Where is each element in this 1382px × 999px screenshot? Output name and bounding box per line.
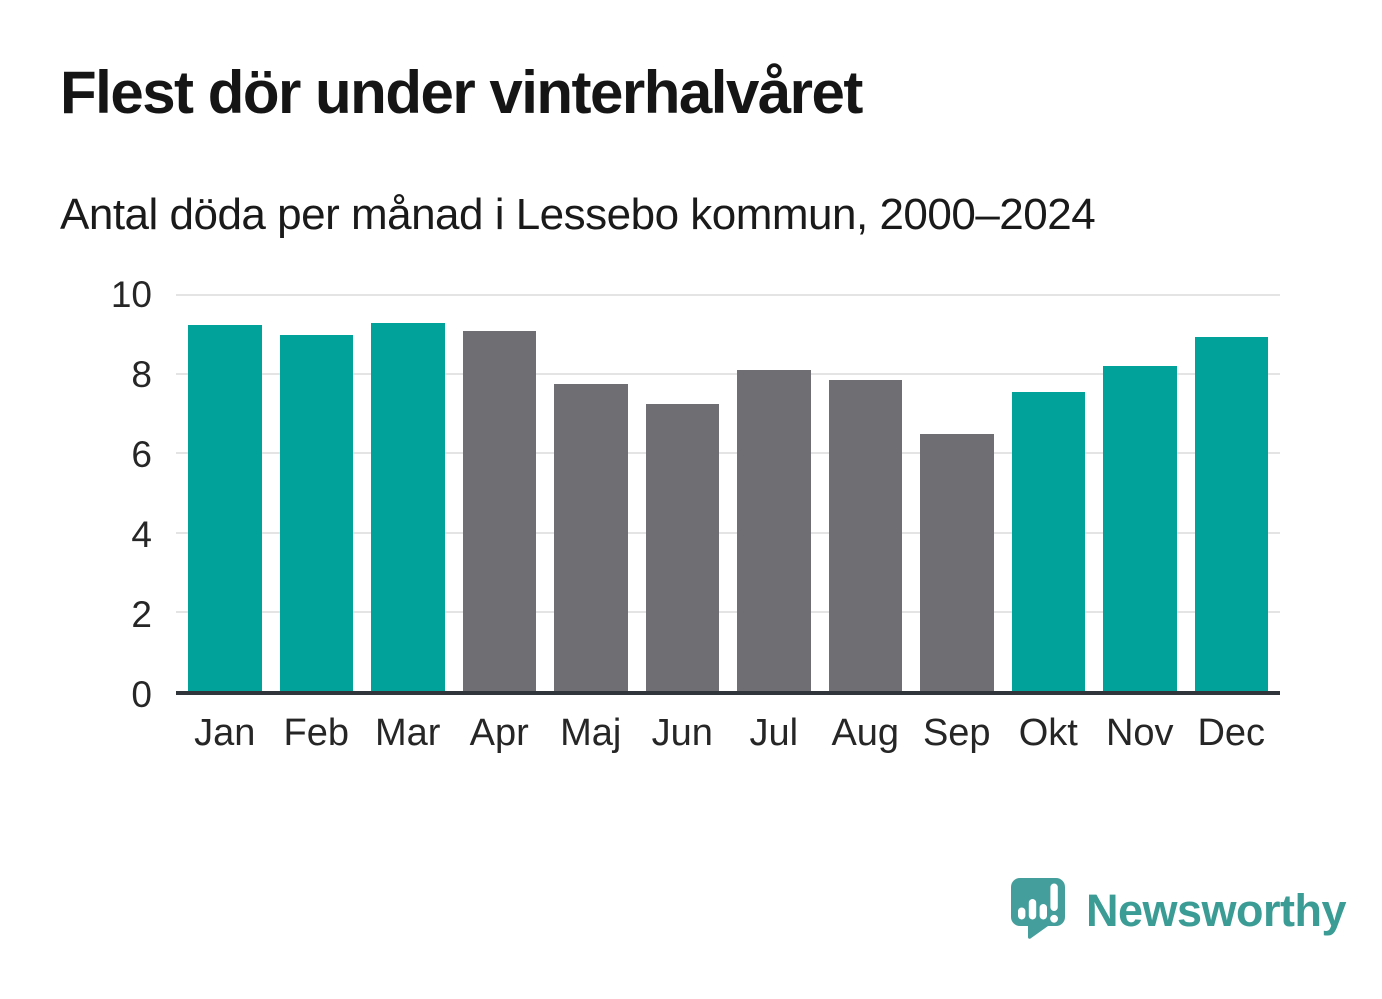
bar-apr xyxy=(462,330,536,691)
bar-nov xyxy=(1103,366,1177,691)
y-tick-label-6: 6 xyxy=(131,434,152,475)
bar-maj xyxy=(554,384,628,691)
bar-jul xyxy=(737,370,811,691)
y-tick-label-0: 0 xyxy=(131,674,152,715)
y-tick-label-2: 2 xyxy=(131,594,152,635)
x-tick-label-jan: Jan xyxy=(194,712,256,754)
newsworthy-logo-icon xyxy=(1008,876,1068,945)
y-tick-label-8: 8 xyxy=(131,354,152,395)
y-axis: 0 2 4 6 8 10 xyxy=(0,274,152,715)
bar-jan xyxy=(188,324,262,691)
x-axis: Jan Feb Mar Apr Maj Jun Jul Aug Sep Okt Nov Dec xyxy=(176,712,1280,755)
newsworthy-wordmark: Newsworthy xyxy=(1086,884,1347,936)
bar-aug xyxy=(828,380,902,691)
chart-title: Flest dör under vinterhalvåret xyxy=(60,59,863,126)
x-tick-label-jun: Jun xyxy=(651,712,713,754)
x-tick-label-mar: Mar xyxy=(375,712,441,754)
bar-sep xyxy=(920,433,994,691)
gridline-10 xyxy=(176,294,1280,296)
y-tick-label-4: 4 xyxy=(131,514,152,555)
gridline-6 xyxy=(176,452,1280,455)
chart-subtitle: Antal döda per månad i Lessebo kommun, 2… xyxy=(60,190,1096,239)
x-tick-label-nov: Nov xyxy=(1105,712,1174,754)
gridline-2 xyxy=(176,610,1280,613)
x-tick-label-dec: Dec xyxy=(1197,712,1266,754)
bar-feb xyxy=(279,334,353,691)
x-tick-label-jul: Jul xyxy=(749,712,799,754)
x-tick-label-okt: Okt xyxy=(1018,712,1078,754)
plot-area xyxy=(176,294,1280,695)
x-tick-label-maj: Maj xyxy=(560,712,622,754)
x-tick-label-aug: Aug xyxy=(831,712,900,754)
x-tick-label-sep: Sep xyxy=(922,712,991,754)
bar-mar xyxy=(371,322,445,691)
y-tick-label-10: 10 xyxy=(110,274,152,315)
bar-jun xyxy=(645,403,719,691)
bar-okt xyxy=(1011,392,1085,691)
x-tick-label-feb: Feb xyxy=(283,712,349,754)
bar-dec xyxy=(1194,336,1268,691)
bars xyxy=(176,295,1280,691)
x-tick-label-apr: Apr xyxy=(469,712,529,754)
newsworthy-logo: Newsworthy xyxy=(1008,876,1347,945)
gridline-4 xyxy=(176,531,1280,534)
gridline-8 xyxy=(176,373,1280,376)
